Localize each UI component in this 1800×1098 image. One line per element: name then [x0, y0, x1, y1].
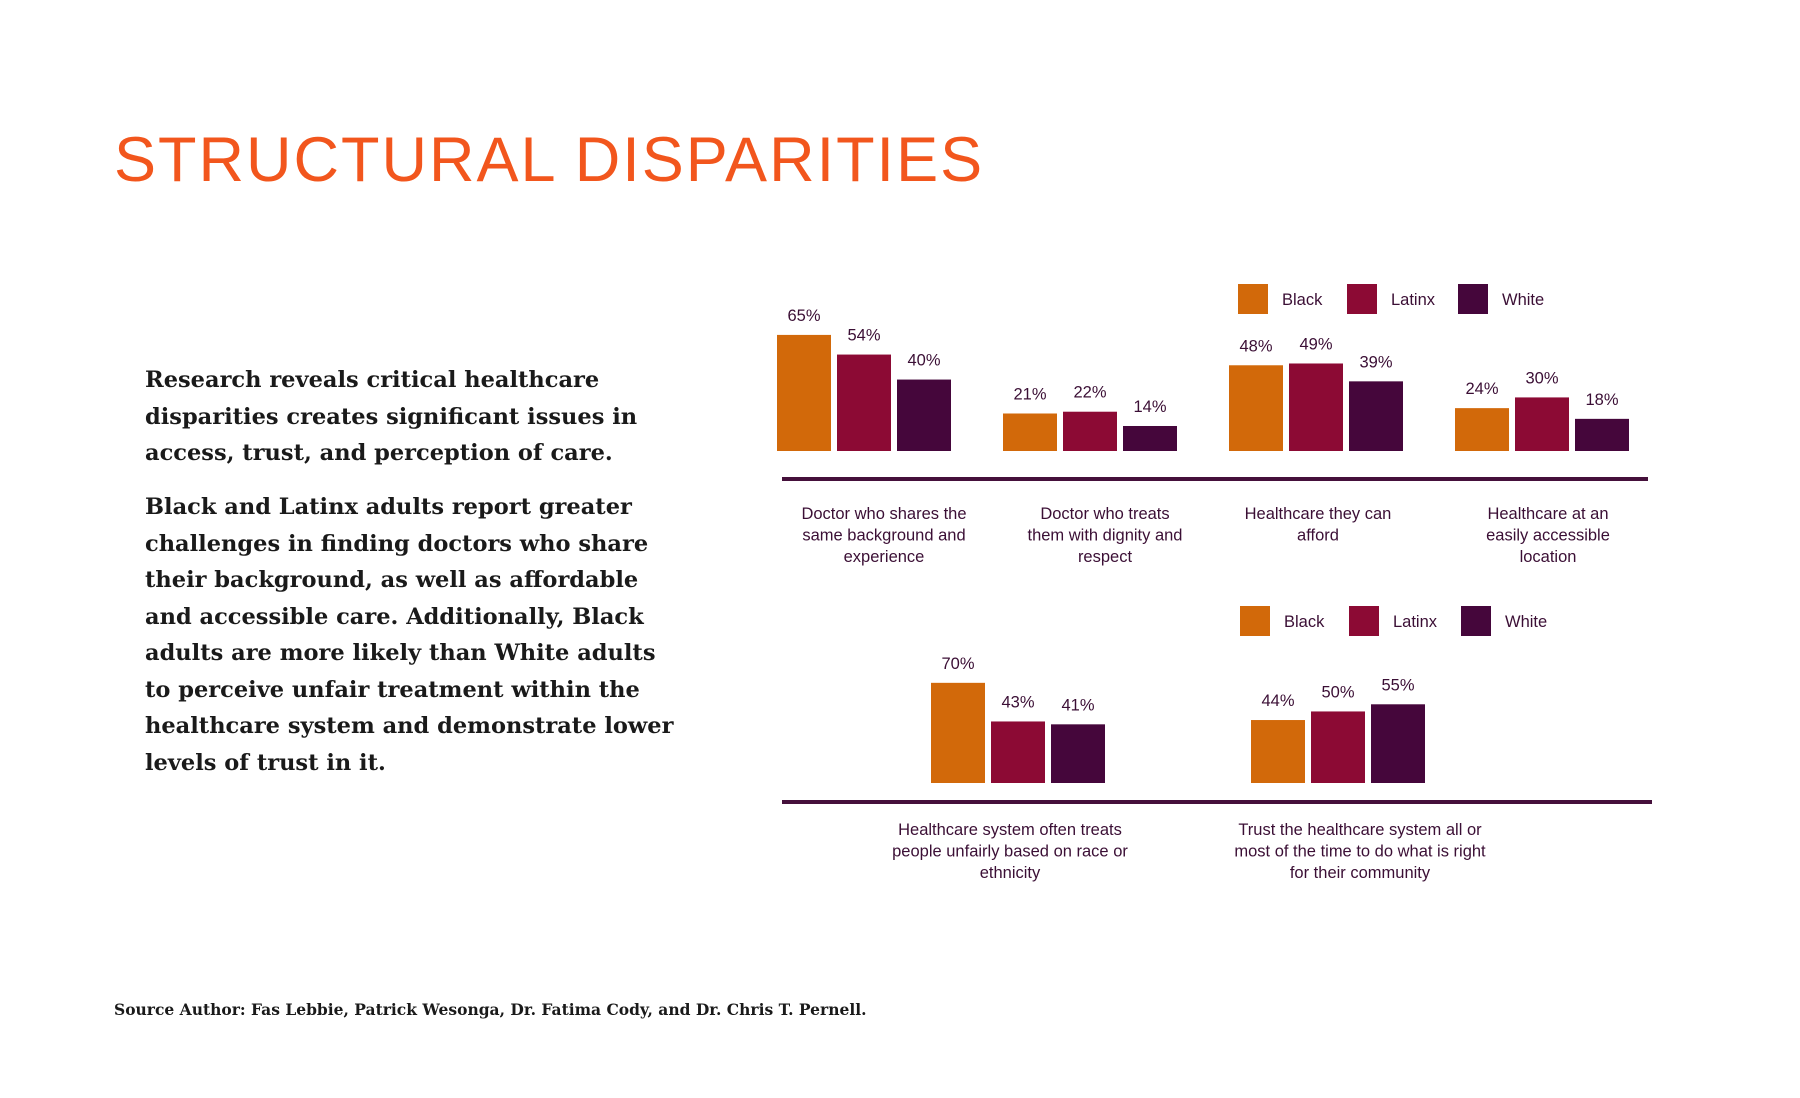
category-label-line: people unfairly based on race or [892, 843, 1128, 861]
bar-latinx-2 [1311, 711, 1365, 783]
legend-label-latinx: Latinx [1391, 291, 1436, 309]
bar-latinx-3 [1289, 363, 1343, 451]
category-label-1: Healthcare system often treats people unf… [892, 821, 1128, 882]
legend-swatch-latinx [1349, 606, 1379, 636]
legend-swatch-white [1458, 284, 1488, 314]
data-label-black-2: 44% [1261, 692, 1294, 710]
data-label-white-4: 18% [1585, 391, 1618, 409]
chart-1: 65% 21% 48% 24% 54% 22% 49% 30% 40% 14% 39% 18% Doct… [777, 284, 1648, 566]
category-label-line: Healthcare they can [1245, 505, 1392, 523]
bar-white-1 [1051, 724, 1105, 783]
bar-white-1 [897, 379, 951, 451]
category-label-line: for their community [1290, 864, 1431, 882]
legend: Black Latinx White [1238, 284, 1544, 314]
page-title: STRUCTURAL DISPARITIES [114, 125, 985, 195]
data-label-black-4: 24% [1465, 380, 1498, 398]
legend-label-black: Black [1282, 291, 1323, 309]
bar-white-2 [1123, 425, 1177, 451]
bar-white-4 [1575, 418, 1629, 451]
bar-black-4 [1455, 408, 1509, 451]
legend-swatch-white [1461, 606, 1491, 636]
category-label-line: respect [1078, 548, 1133, 566]
category-label-line: Trust the healthcare system all or [1238, 821, 1482, 839]
data-label-latinx-2: 50% [1321, 683, 1354, 701]
bar-black-3 [1229, 365, 1283, 451]
chart-2: 70% 44% 43% 50% 41% 55% Healthcare system ofte… [782, 606, 1652, 882]
data-label-white-3: 39% [1359, 353, 1392, 371]
data-label-latinx-2: 22% [1073, 384, 1106, 402]
category-label-2: Trust the healthcare system all or most o… [1234, 821, 1486, 882]
detail-paragraph: Black and Latinx adults report greater c… [145, 494, 674, 776]
bar-black-1 [931, 682, 985, 783]
data-label-latinx-1: 43% [1001, 693, 1034, 711]
bar-white-3 [1349, 381, 1403, 451]
legend: Black Latinx White [1240, 606, 1547, 636]
legend-label-white: White [1505, 613, 1547, 631]
legend-label-black: Black [1284, 613, 1325, 631]
category-label-4: Healthcare at an easily accessible locatio… [1486, 505, 1610, 566]
data-label-black-1: 70% [941, 655, 974, 673]
category-label-line: Healthcare system often treats [898, 821, 1122, 839]
legend-swatch-black [1240, 606, 1270, 636]
bar-latinx-4 [1515, 397, 1569, 451]
data-label-latinx-1: 54% [847, 327, 880, 345]
category-label-1: Doctor who shares the same background and… [801, 505, 966, 566]
data-label-white-2: 55% [1381, 676, 1414, 694]
intro-paragraph: Research reveals critical healthcare dis… [145, 367, 638, 466]
category-label-line: experience [844, 548, 925, 566]
source-note: Source Author: Fas Lebbie, Patrick Weson… [114, 1000, 867, 1019]
category-label-line: Doctor who treats [1040, 505, 1169, 523]
category-label-line: them with dignity and [1027, 527, 1182, 545]
category-label-line: ethnicity [980, 864, 1041, 882]
bar-white-2 [1371, 704, 1425, 783]
legend-label-white: White [1502, 291, 1544, 309]
data-label-latinx-4: 30% [1525, 369, 1558, 387]
data-label-latinx-3: 49% [1299, 335, 1332, 353]
category-label-line: most of the time to do what is right [1234, 843, 1486, 861]
data-label-black-1: 65% [787, 307, 820, 325]
bar-latinx-1 [991, 721, 1045, 783]
data-label-black-2: 21% [1013, 385, 1046, 403]
data-label-black-3: 48% [1239, 337, 1272, 355]
legend-label-latinx: Latinx [1393, 613, 1438, 631]
data-label-white-1: 41% [1061, 696, 1094, 714]
category-label-3: Healthcare they can afford [1245, 505, 1392, 545]
bar-black-2 [1003, 413, 1057, 451]
category-label-2: Doctor who treats them with dignity and re… [1027, 505, 1182, 566]
legend-swatch-latinx [1347, 284, 1377, 314]
bar-latinx-2 [1063, 411, 1117, 451]
data-label-white-1: 40% [907, 352, 940, 370]
category-label-line: location [1520, 548, 1577, 566]
bar-latinx-1 [837, 354, 891, 451]
category-label-line: same background and [802, 527, 965, 545]
category-label-line: Healthcare at an [1487, 505, 1608, 523]
bar-black-2 [1251, 720, 1305, 783]
category-label-line: easily accessible [1486, 527, 1610, 545]
legend-swatch-black [1238, 284, 1268, 314]
category-label-line: Doctor who shares the [801, 505, 966, 523]
category-label-line: afford [1297, 527, 1339, 545]
data-label-white-2: 14% [1133, 398, 1166, 416]
bar-black-1 [777, 334, 831, 451]
